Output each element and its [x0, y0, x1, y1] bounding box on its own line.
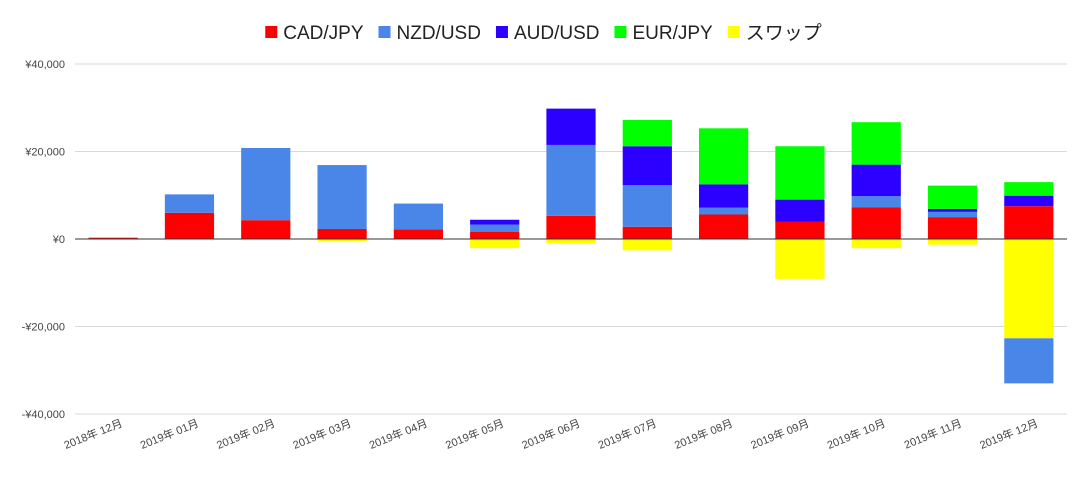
- y-tick-label: ¥20,000: [24, 147, 65, 159]
- bar-segment[interactable]: [699, 184, 749, 208]
- legend-item[interactable]: CAD/JPY: [265, 23, 364, 44]
- bar-segment[interactable]: [393, 203, 443, 230]
- legend-label: EUR/JPY: [632, 23, 713, 44]
- y-tick-label: -¥20,000: [22, 322, 65, 334]
- x-tick-label: 2019年 12月: [977, 416, 1040, 452]
- x-tick-label: 2019年 01月: [138, 416, 201, 452]
- y-axis-ticks: ¥40,000 ¥20,000 ¥0 -¥20,000 -¥40,000: [22, 59, 65, 421]
- bar-segment[interactable]: [622, 239, 672, 251]
- y-tick-label: ¥40,000: [24, 59, 65, 71]
- x-axis-ticks: 2018年 12月 2019年 01月 2019年 02月 2019年 03月 2019…: [62, 416, 1040, 452]
- x-tick-label: 2018年 12月: [62, 416, 125, 452]
- bar-segment[interactable]: [927, 208, 978, 212]
- bar-segment[interactable]: [927, 239, 978, 245]
- legend-swatch: [265, 26, 278, 38]
- bar-segment[interactable]: [775, 239, 825, 279]
- legend-item[interactable]: AUD/USD: [495, 23, 600, 44]
- legend-item[interactable]: NZD/USD: [378, 23, 481, 44]
- x-tick-label: 2019年 02月: [214, 416, 277, 452]
- bar-segment[interactable]: [622, 226, 672, 239]
- bar-segment[interactable]: [164, 212, 215, 239]
- bar-segment[interactable]: [775, 146, 825, 200]
- bar-segment[interactable]: [699, 207, 749, 215]
- bar-segment[interactable]: [927, 217, 978, 239]
- bar-segment[interactable]: [546, 239, 596, 244]
- bar-segment[interactable]: [241, 220, 291, 239]
- legend-swatch: [727, 26, 740, 38]
- x-tick-label: 2019年 07月: [596, 416, 659, 452]
- legend-label: スワップ: [746, 22, 822, 44]
- bar-segment[interactable]: [393, 229, 443, 239]
- bar-segment[interactable]: [699, 128, 749, 185]
- bar-segment[interactable]: [241, 148, 291, 221]
- y-tick-label: ¥0: [52, 234, 65, 246]
- bar-segment[interactable]: [317, 165, 367, 229]
- bar-segment[interactable]: [470, 239, 520, 249]
- bar-segment[interactable]: [470, 232, 520, 239]
- legend-swatch: [614, 26, 627, 38]
- x-tick-label: 2019年 08月: [672, 416, 735, 452]
- bar-segment[interactable]: [546, 215, 596, 239]
- bar-segment[interactable]: [699, 214, 749, 240]
- bar-segment[interactable]: [88, 237, 138, 239]
- legend-label: CAD/JPY: [283, 23, 364, 44]
- bar-segment[interactable]: [317, 239, 367, 242]
- legend[interactable]: CAD/JPY NZD/USD AUD/USD EUR/JPY スワップ: [265, 22, 822, 44]
- bar-segment[interactable]: [470, 219, 520, 225]
- legend-swatch: [378, 26, 391, 38]
- bar-segment[interactable]: [1004, 338, 1054, 384]
- bar-segment[interactable]: [851, 207, 901, 240]
- bar-segment[interactable]: [317, 228, 367, 239]
- legend-item[interactable]: EUR/JPY: [614, 23, 713, 44]
- x-tick-label: 2019年 03月: [291, 416, 354, 452]
- bar-segment[interactable]: [164, 194, 215, 213]
- bar-segment[interactable]: [546, 108, 596, 145]
- legend-swatch: [495, 26, 508, 38]
- bar-segment[interactable]: [927, 185, 978, 209]
- bar-segment[interactable]: [622, 185, 672, 227]
- y-tick-label: -¥40,000: [22, 409, 65, 421]
- legend-item[interactable]: スワップ: [727, 22, 822, 44]
- grid-layer: [75, 63, 1067, 415]
- legend-label: NZD/USD: [397, 23, 481, 44]
- x-tick-label: 2019年 10月: [825, 416, 888, 452]
- legend-label: AUD/USD: [514, 23, 600, 44]
- bar-segment[interactable]: [622, 146, 672, 186]
- x-tick-label: 2019年 11月: [902, 416, 964, 452]
- bar-segment[interactable]: [927, 211, 978, 218]
- bar-segment[interactable]: [851, 196, 901, 208]
- bar-segment[interactable]: [851, 122, 901, 165]
- x-tick-label: 2019年 04月: [367, 416, 430, 452]
- bar-segment[interactable]: [1004, 206, 1054, 239]
- bar-segment[interactable]: [1004, 195, 1054, 207]
- bar-segment[interactable]: [775, 199, 825, 222]
- bar-segment[interactable]: [1004, 239, 1054, 339]
- bar-segment[interactable]: [851, 239, 901, 249]
- bar-segment[interactable]: [546, 144, 596, 216]
- bar-segment[interactable]: [470, 224, 520, 232]
- bar-layer: [88, 108, 1054, 384]
- bar-segment[interactable]: [622, 120, 672, 147]
- bar-segment[interactable]: [1004, 182, 1054, 196]
- bar-segment[interactable]: [775, 221, 825, 240]
- x-tick-label: 2019年 05月: [443, 416, 506, 452]
- x-tick-label: 2019年 09月: [749, 416, 812, 452]
- x-tick-label: 2019年 06月: [520, 416, 583, 452]
- bar-segment[interactable]: [851, 164, 901, 197]
